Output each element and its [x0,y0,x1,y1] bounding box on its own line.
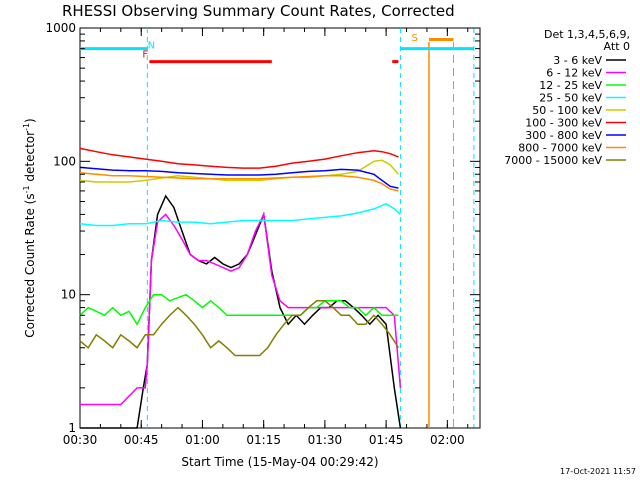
legend-label-3: 25 - 50 keV [539,92,602,105]
x-tick-label: 02:00 [430,433,465,447]
timestamp: 17-Oct-2021 11:57 [560,467,636,476]
y-tick-label: 100 [53,154,76,168]
legend-label-7: 800 - 7000 keV [518,142,602,155]
series-line-6 [79,166,399,189]
series-line-5 [79,147,399,169]
series-line-1 [80,211,402,406]
series-line-7 [79,172,399,192]
boundary-lines [146,28,475,428]
legend-label-6: 300 - 800 keV [525,129,602,142]
y-axis-label-sup2: -1 [22,123,31,131]
series-line-4 [79,159,399,183]
annotations: FN S [142,33,417,61]
x-axis: 00:30 00:45 01:00 01:15 01:30 01:45 02:00 [63,28,469,447]
series-line-8 [79,300,400,357]
x-tick-label: 00:45 [124,433,159,447]
x-tick-label: 01:00 [185,433,220,447]
x-tick-label: 01:15 [246,433,281,447]
flag-bars [80,37,474,64]
annotation-F: F [142,50,148,61]
chart-title: RHESSI Observing Summary Count Rates, Co… [62,2,455,20]
y-axis-label-main: Corrected Count Rate (s [23,193,37,337]
x-tick-label: 01:30 [308,433,343,447]
y-tick-label: 1 [68,421,76,435]
y-axis-label-end: ) [23,118,37,123]
legend-label-1: 6 - 12 keV [546,67,602,80]
x-tick-label: 00:30 [63,433,98,447]
plot-area: FN S [79,27,481,429]
legend-header-1: Det 1,3,4,5,6,9, [544,28,630,41]
y-tick-label: 10 [61,288,76,302]
legend-label-4: 50 - 100 keV [532,104,602,117]
y-axis-label: Corrected Count Rate (s-1 detector-1) [22,118,37,337]
annotation-N: N [148,41,155,52]
annotation-S: S [412,33,418,44]
x-tick-label: 01:45 [369,433,404,447]
series-line-2 [79,293,399,326]
series-layer [79,147,402,429]
legend-label-2: 12 - 25 keV [539,79,602,92]
legend-label-5: 100 - 300 keV [525,117,602,130]
y-tick-label: 1000 [45,21,76,35]
series-line-3 [79,202,401,227]
legend-label-8: 7000 - 15000 keV [504,154,602,167]
plot-frame [79,27,481,429]
legend-header-2: Att 0 [604,40,630,53]
x-axis-label: Start Time (15-May-04 00:29:42) [181,455,378,469]
y-axis: 1 10 100 1000 [45,21,480,435]
y-axis-label-sup1: -1 [22,185,31,193]
legend-label-0: 3 - 6 keV [553,54,602,67]
y-axis-label-mid: detector [23,131,37,186]
